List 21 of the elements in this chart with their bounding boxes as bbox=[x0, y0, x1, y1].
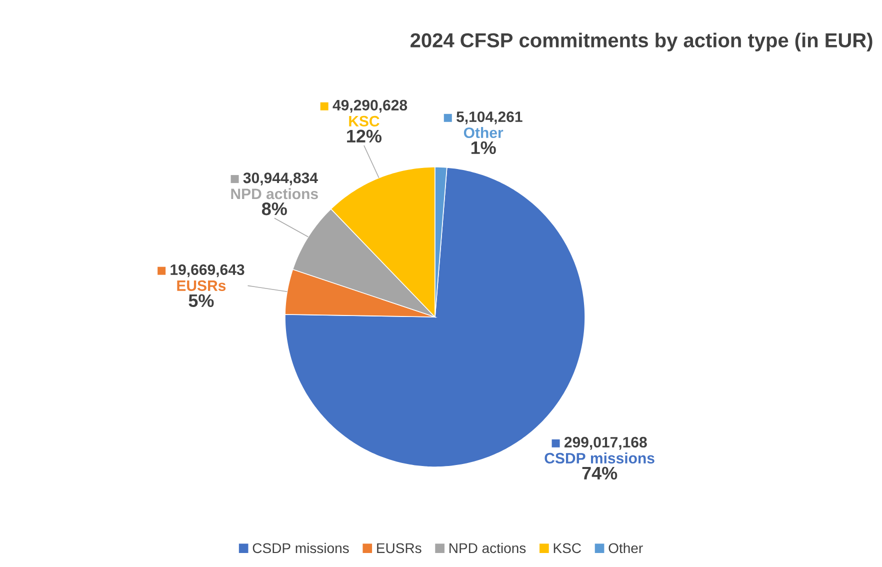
data-label: 5,104,261 bbox=[456, 111, 522, 124]
data-label: 30,944,834 bbox=[243, 172, 318, 186]
legend-label: Other bbox=[608, 542, 643, 554]
data-label: 19,669,643 bbox=[170, 264, 244, 278]
text: 1% bbox=[471, 141, 496, 154]
slice-label: Other bbox=[464, 127, 504, 138]
text: 5% bbox=[188, 294, 214, 307]
legend-label: CSDP missions bbox=[252, 542, 349, 554]
slice-label: EUSRs bbox=[177, 280, 226, 291]
slice-label: KSC bbox=[349, 116, 380, 126]
data-label: 299,017,168 bbox=[564, 436, 647, 450]
slice-label: CSDP missions bbox=[544, 452, 654, 464]
legend-label: NPD actions bbox=[450, 542, 526, 554]
chart-title: 2024 CFSP commitments by action type (in EUR) bbox=[410, 32, 872, 52]
data-label: 49,290,628 bbox=[332, 100, 408, 113]
legend-label: EUSRs bbox=[377, 543, 422, 554]
text: 8% bbox=[262, 202, 287, 216]
text: 12% bbox=[347, 130, 382, 142]
text: 74% bbox=[582, 466, 618, 480]
legend-label: KSC bbox=[554, 543, 581, 554]
slice-label: NPD actions bbox=[231, 188, 318, 200]
